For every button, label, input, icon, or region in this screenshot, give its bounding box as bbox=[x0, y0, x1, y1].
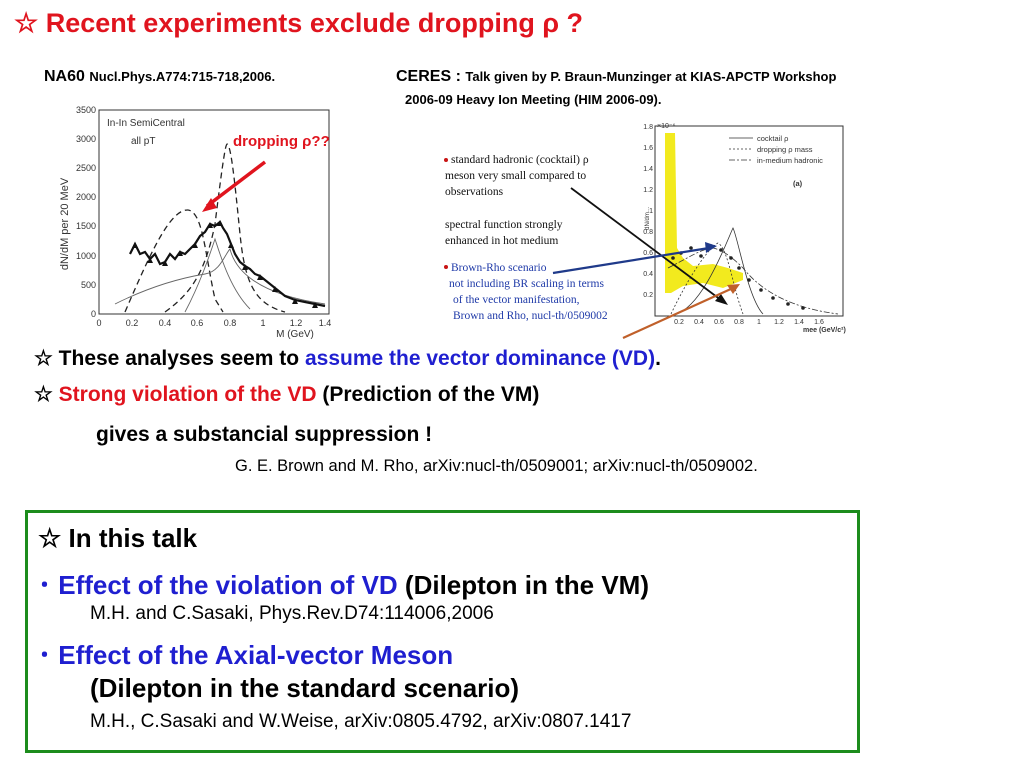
bullet-dot: ･ bbox=[38, 570, 52, 600]
ceres-note-2b: enhanced in hot medium bbox=[445, 235, 558, 247]
na60-xlabel: M (GeV) bbox=[276, 329, 314, 340]
ceres-ref-line2: 2006-09 Heavy Ion Meeting (HIM 2006-09). bbox=[405, 92, 662, 107]
vd-violation-line: ☆ Strong violation of the VD (Prediction… bbox=[34, 382, 539, 407]
na60-yticks: 0 500 1000 1500 2000 2500 3000 3500 bbox=[76, 105, 96, 319]
ceres-ytick: 1.6 bbox=[643, 145, 653, 152]
na60-xtick: 0.2 bbox=[126, 318, 139, 328]
ceres-note-1b: meson very small compared to bbox=[445, 170, 586, 182]
na60-ylabel: dN/dM per 20 MeV bbox=[59, 177, 71, 270]
ceres-ytick: 0.8 bbox=[643, 229, 653, 236]
na60-xtick: 0.6 bbox=[191, 318, 204, 328]
talk-ref-1: M.H. and C.Sasaki, Phys.Rev.D74:114006,2… bbox=[90, 603, 494, 624]
ceres-note-3d: Brown and Rho, nucl-th/0509002 bbox=[453, 310, 608, 322]
ceres-note-3a: Brown-Rho scenario bbox=[451, 262, 547, 274]
na60-figure: dN/dM per 20 MeV 0 500 1000 1500 2000 25… bbox=[55, 104, 345, 342]
na60-ytick: 2500 bbox=[76, 163, 96, 173]
line2-violation: Strong violation of the VD bbox=[58, 383, 317, 406]
talk-ref-2: M.H., C.Sasaki and W.Weise, arXiv:0805.4… bbox=[90, 711, 632, 732]
ceres-xtick: 1 bbox=[757, 319, 761, 326]
na60-ref: Nucl.Phys.A774:715-718,2006. bbox=[89, 69, 276, 84]
na60-xtick: 0.8 bbox=[224, 318, 237, 328]
bullet1-topic: Effect of the violation of VD bbox=[51, 570, 398, 600]
bullet1-detail: (Dilepton in the VM) bbox=[397, 570, 649, 600]
ceres-ytick: 1 bbox=[649, 208, 653, 215]
ceres-yellow-band bbox=[665, 133, 743, 293]
na60-ytick: 1500 bbox=[76, 221, 96, 231]
ceres-note-1a: standard hadronic (cocktail) ρ bbox=[451, 154, 589, 166]
na60-label: NA60 bbox=[44, 68, 85, 85]
talk-bullet-1: ･ Effect of the violation of VD (Dilepto… bbox=[38, 565, 649, 602]
in-this-talk-box: ☆ In this talk ･ Effect of the violation… bbox=[25, 510, 860, 753]
line1-text: ☆ These analyses seem to bbox=[34, 347, 305, 370]
vd-assumption-line: ☆ These analyses seem to assume the vect… bbox=[34, 346, 661, 371]
ceres-ytick: 0.4 bbox=[643, 271, 653, 278]
ceres-xtick: 0.6 bbox=[714, 319, 724, 326]
line1-vd: assume the vector dominance (VD) bbox=[304, 347, 656, 370]
ceres-inmedium-curve bbox=[667, 247, 839, 315]
ceres-panel-label: (a) bbox=[793, 179, 803, 188]
ceres-legend-dropping: dropping ρ mass bbox=[757, 145, 813, 154]
na60-thin-curve bbox=[114, 248, 326, 305]
bullet2-topic: Effect of the Axial-vector Meson bbox=[51, 640, 454, 670]
ceres-top-label: ×10⁻⁶ bbox=[657, 123, 676, 130]
ceres-ylabel: dN/dm… bbox=[645, 206, 651, 230]
na60-xtick: 0.4 bbox=[159, 318, 172, 328]
na60-ytick: 0 bbox=[91, 309, 96, 319]
ceres-xtick: 0.8 bbox=[734, 319, 744, 326]
na60-ytick: 2000 bbox=[76, 192, 96, 202]
ceres-note-2a: spectral function strongly bbox=[445, 219, 563, 231]
dropping-rho-annotation: dropping ρ?? bbox=[233, 133, 330, 150]
ceres-note-3b: not including BR scaling in terms bbox=[449, 278, 604, 290]
talk-bullet-2: ･ Effect of the Axial-vector Meson bbox=[38, 635, 453, 672]
ceres-note-1c: observations bbox=[445, 186, 504, 198]
ceres-ytick: 1.2 bbox=[643, 187, 653, 194]
na60-xtick: 1.4 bbox=[319, 318, 332, 328]
ceres-xtick: 1.2 bbox=[774, 319, 784, 326]
bullet-dot: ･ bbox=[38, 640, 52, 670]
talk-bullet-2-detail: (Dilepton in the standard scenario) bbox=[90, 673, 520, 703]
ceres-ytick: 0.2 bbox=[643, 292, 653, 299]
na60-legend-1: In-In SemiCentral bbox=[107, 118, 185, 129]
na60-xtick: 1 bbox=[260, 318, 265, 328]
ceres-data-points bbox=[671, 244, 805, 310]
ceres-yticks: 0.2 0.4 0.6 0.8 1 1.2 1.4 1.6 1.8 bbox=[643, 124, 653, 299]
slide-title: ☆ Recent experiments exclude dropping ρ … bbox=[14, 8, 584, 38]
na60-legend-2: all pT bbox=[131, 136, 155, 147]
na60-data-points bbox=[132, 220, 318, 308]
ceres-xtick: 1.4 bbox=[794, 319, 804, 326]
ceres-ytick: 1.8 bbox=[643, 124, 653, 131]
ceres-ytick: 0.6 bbox=[643, 250, 653, 257]
ceres-xticks: 0.2 0.4 0.6 0.8 1 1.2 1.4 1.6 bbox=[674, 319, 824, 326]
na60-cocktail-curve bbox=[184, 237, 251, 313]
ceres-legend-cocktail: cocktail ρ bbox=[757, 134, 788, 143]
na60-ytick: 500 bbox=[81, 280, 96, 290]
na60-heading: NA60 Nucl.Phys.A774:715-718,2006. bbox=[44, 68, 275, 86]
brown-rho-reference: G. E. Brown and M. Rho, arXiv:nucl-th/05… bbox=[235, 457, 758, 475]
ceres-xlabel: mee (GeV/c²) bbox=[803, 327, 846, 334]
ceres-ref: Talk given by P. Braun-Munzinger at KIAS… bbox=[465, 69, 837, 84]
ceres-note-3c: of the vector manifestation, bbox=[453, 294, 580, 306]
na60-xtick: 0 bbox=[96, 318, 101, 328]
ceres-xtick: 0.2 bbox=[674, 319, 684, 326]
na60-ytick: 3000 bbox=[76, 134, 96, 144]
suppression-line: gives a substancial suppression ! bbox=[96, 423, 433, 446]
na60-vacuum-curve bbox=[164, 143, 286, 313]
line2-prediction: (Prediction of the VM) bbox=[316, 383, 540, 406]
ceres-heading: CERES : Talk given by P. Braun-Munzinger… bbox=[396, 68, 836, 86]
na60-xtick: 1.2 bbox=[290, 318, 303, 328]
line2-star: ☆ bbox=[34, 383, 59, 406]
ceres-legend-inmedium: in-medium hadronic bbox=[757, 156, 823, 165]
na60-ytick: 3500 bbox=[76, 105, 96, 115]
ceres-cocktail-curve bbox=[674, 227, 764, 315]
na60-dropping-curve bbox=[124, 209, 224, 313]
ceres-xtick: 1.6 bbox=[814, 319, 824, 326]
ceres-ytick: 1.4 bbox=[643, 166, 653, 173]
ceres-label: CERES : bbox=[396, 68, 461, 85]
line1-period: . bbox=[655, 347, 661, 370]
ceres-figure: ×10⁻⁶ dN/dm… 0.2 0.4 0.6 0.8 1 1.2 1.4 1… bbox=[443, 118, 848, 346]
ceres-xtick: 0.4 bbox=[694, 319, 704, 326]
na60-ytick: 1000 bbox=[76, 251, 96, 261]
na60-xticks: 0 0.2 0.4 0.6 0.8 1 1.2 1.4 bbox=[96, 318, 331, 328]
talk-heading: ☆ In this talk bbox=[38, 523, 198, 553]
